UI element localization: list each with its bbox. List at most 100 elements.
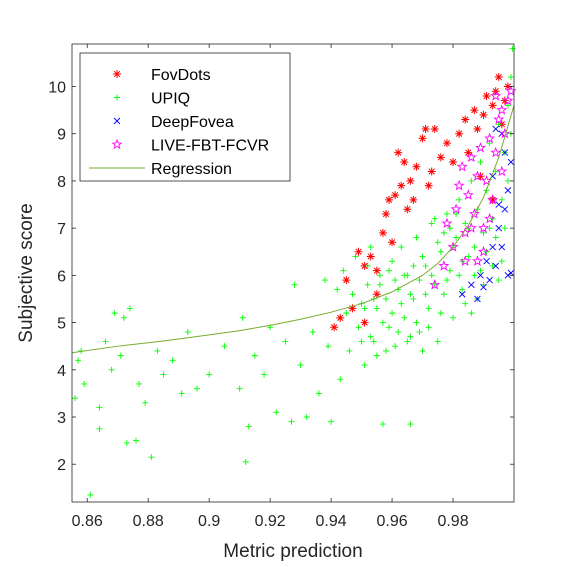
data-point-upiq xyxy=(428,220,435,227)
data-point-fovdots xyxy=(354,247,363,256)
data-point-upiq xyxy=(221,343,228,350)
data-point-upiq xyxy=(126,305,133,312)
data-point-upiq xyxy=(379,319,386,326)
data-point-fovdots xyxy=(348,304,357,313)
data-point-upiq xyxy=(361,362,368,369)
data-point-upiq xyxy=(477,159,484,166)
data-point-fovdots xyxy=(391,191,400,200)
data-point-upiq xyxy=(148,454,155,461)
data-point-upiq xyxy=(108,366,115,373)
data-point-fovdots xyxy=(479,110,488,119)
data-point-fovdots xyxy=(421,124,430,133)
data-point-upiq xyxy=(413,319,420,326)
y-axis: 2 3 4 5 6 7 8 9 10 xyxy=(48,79,514,474)
data-point-upiq xyxy=(349,291,356,298)
x-tick-label: 0.88 xyxy=(133,513,164,530)
data-point-upiq xyxy=(81,380,88,387)
y-tick-label: 3 xyxy=(57,410,66,427)
data-point-upiq xyxy=(102,338,109,345)
data-point-upiq xyxy=(468,177,475,184)
legend-item-upiq: UPIQ xyxy=(114,91,190,108)
x-axis-label: Metric prediction xyxy=(223,541,362,562)
data-point-upiq xyxy=(459,286,466,293)
data-point-upiq xyxy=(242,458,249,465)
data-point-upiq xyxy=(425,324,432,331)
data-point-upiq xyxy=(358,338,365,345)
data-point-upiq xyxy=(501,225,508,232)
data-point-deepfovea xyxy=(504,272,512,279)
data-point-fovdots xyxy=(381,209,390,218)
data-point-fovdots xyxy=(488,101,497,110)
legend-item-regression: Regression xyxy=(89,161,232,178)
data-point-upiq xyxy=(450,314,457,321)
data-point-upiq xyxy=(291,281,298,288)
data-point-upiq xyxy=(495,277,502,284)
series-live-fbt-fcvr xyxy=(429,85,517,290)
data-point-live-fbt-fcvr xyxy=(450,203,462,214)
y-tick-label: 8 xyxy=(57,174,66,191)
data-point-upiq xyxy=(410,262,417,269)
data-point-upiq xyxy=(453,210,460,217)
data-point-fovdots xyxy=(385,195,394,204)
data-point-fovdots xyxy=(482,91,491,100)
data-point-upiq xyxy=(352,253,359,260)
data-point-upiq xyxy=(303,414,310,421)
data-point-upiq xyxy=(355,324,362,331)
data-point-upiq xyxy=(111,310,118,317)
data-point-upiq xyxy=(404,338,411,345)
data-point-upiq xyxy=(504,177,511,184)
data-point-deepfovea xyxy=(498,243,506,251)
data-point-live-fbt-fcvr xyxy=(453,179,465,191)
data-point-upiq xyxy=(370,338,377,345)
data-point-fovdots xyxy=(406,176,415,185)
data-point-upiq xyxy=(261,371,268,378)
data-point-upiq xyxy=(133,437,140,444)
legend-label: Regression xyxy=(151,161,232,178)
data-point-upiq xyxy=(251,352,258,359)
data-point-fovdots xyxy=(360,318,369,327)
data-point-upiq xyxy=(297,362,304,369)
data-point-upiq xyxy=(379,421,386,428)
data-point-upiq xyxy=(507,74,514,81)
data-point-upiq xyxy=(401,272,408,279)
plot-frame xyxy=(71,43,515,503)
data-point-live-fbt-fcvr xyxy=(471,255,483,266)
data-point-fovdots xyxy=(372,266,381,275)
data-point-upiq xyxy=(87,491,94,498)
regression-line xyxy=(71,105,515,354)
data-point-upiq xyxy=(376,281,383,288)
data-point-upiq xyxy=(440,291,447,298)
data-point-upiq xyxy=(480,229,487,236)
data-point-upiq xyxy=(395,329,402,336)
data-point-fovdots xyxy=(400,158,409,167)
legend-label: DeepFovea xyxy=(151,114,234,131)
y-tick-label: 6 xyxy=(57,268,66,285)
data-point-upiq xyxy=(72,395,79,402)
data-point-deepfovea xyxy=(486,276,493,284)
data-point-fovdots xyxy=(488,195,497,204)
data-point-upiq xyxy=(428,272,435,279)
data-point-upiq xyxy=(422,291,429,298)
legend: FovDots UPIQ DeepFovea LIVE-FBT-FCVR Regress… xyxy=(79,52,291,182)
y-tick-label: 2 xyxy=(57,457,66,474)
data-point-upiq xyxy=(498,258,505,265)
data-point-fovdots xyxy=(473,124,482,133)
data-point-fovdots xyxy=(397,181,406,190)
data-point-fovdots xyxy=(366,252,375,261)
data-point-upiq xyxy=(443,277,450,284)
data-point-deepfovea xyxy=(492,262,500,270)
data-point-upiq xyxy=(136,380,143,387)
data-point-upiq xyxy=(282,338,289,345)
data-point-upiq xyxy=(367,244,374,251)
data-point-fovdots xyxy=(494,73,503,82)
data-point-fovdots xyxy=(503,82,512,91)
data-point-deepfovea xyxy=(477,272,484,279)
data-point-upiq xyxy=(120,314,127,321)
data-point-upiq xyxy=(193,385,200,392)
data-point-live-fbt-fcvr xyxy=(484,132,496,144)
data-point-fovdots xyxy=(342,276,351,285)
data-point-live-fbt-fcvr xyxy=(441,217,453,229)
data-point-upiq xyxy=(419,347,426,354)
data-point-fovdots xyxy=(336,313,345,322)
